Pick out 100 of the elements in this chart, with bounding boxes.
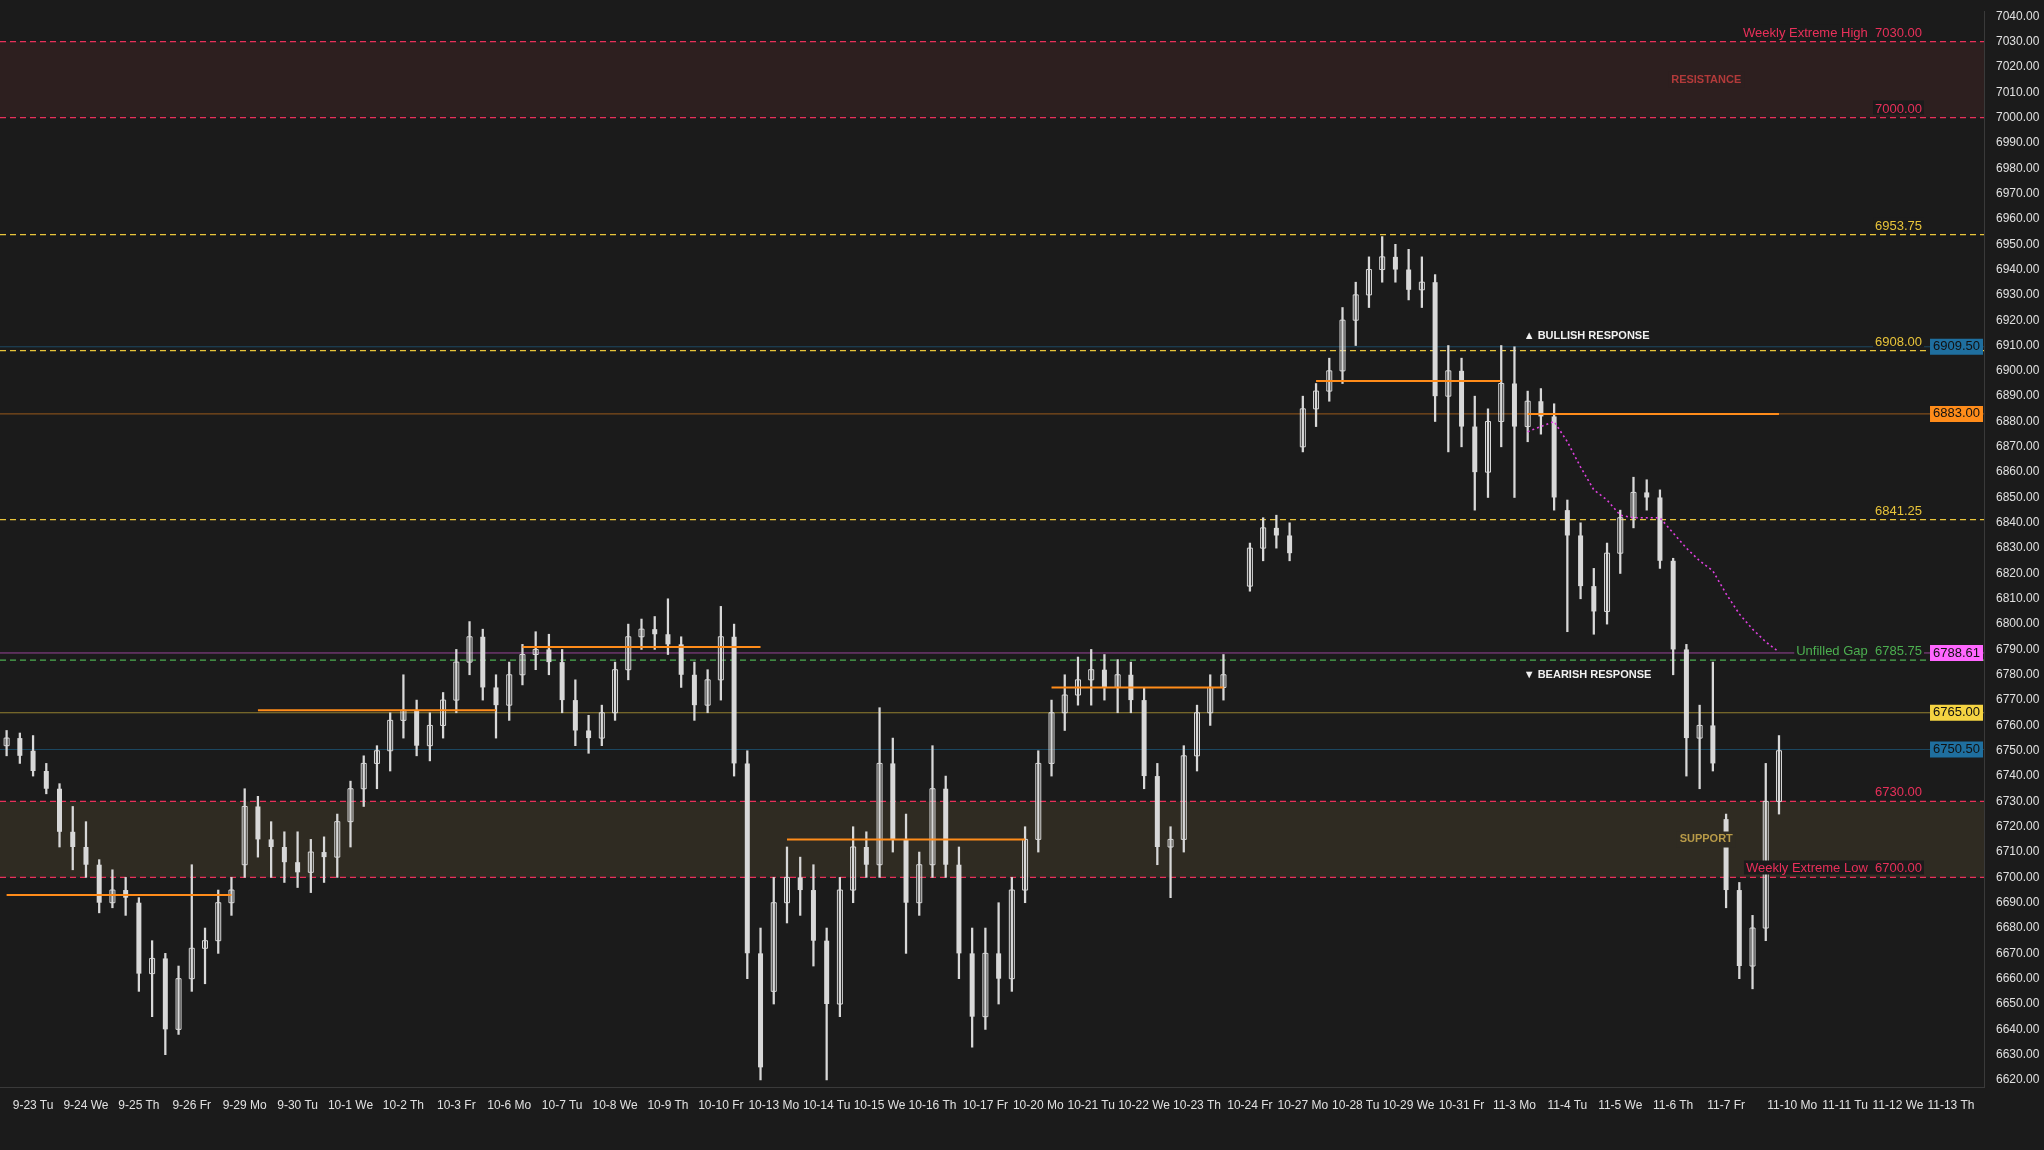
candlestick bbox=[638, 618, 645, 650]
y-tick-label: 6950.00 bbox=[1996, 236, 2040, 251]
y-tick-label: 6940.00 bbox=[1996, 261, 2040, 276]
candlestick bbox=[1630, 476, 1637, 529]
candlestick bbox=[704, 669, 711, 714]
y-tick-label: 6680.00 bbox=[1996, 920, 2040, 935]
candlestick bbox=[466, 621, 473, 676]
x-tick-label: 9-25 Th bbox=[118, 1098, 160, 1113]
x-tick-label: 11-12 We bbox=[1872, 1098, 1924, 1113]
candlestick bbox=[1696, 704, 1703, 790]
ref-line-label: 6765.00 bbox=[1933, 704, 1981, 720]
candlestick bbox=[228, 877, 235, 916]
x-tick-label: 10-28 Tu bbox=[1332, 1098, 1380, 1113]
x-tick-label: 11-5 We bbox=[1598, 1098, 1643, 1113]
candlestick bbox=[3, 730, 10, 757]
band-label: RESISTANCE bbox=[1671, 72, 1742, 85]
y-tick-label: 6750.00 bbox=[1996, 743, 2040, 758]
x-tick-label: 10-22 We bbox=[1118, 1098, 1171, 1113]
y-tick-label: 6920.00 bbox=[1996, 312, 2040, 327]
ref-line-label: Weekly Extreme Low 6700.00 bbox=[1745, 860, 1922, 876]
x-tick-label: 10-15 We bbox=[853, 1098, 906, 1113]
x-tick-label: 9-24 We bbox=[63, 1098, 109, 1113]
band-label: SUPPORT bbox=[1679, 832, 1734, 845]
y-tick-label: 6720.00 bbox=[1996, 819, 2040, 834]
y-tick-label: 6880.00 bbox=[1996, 413, 2040, 428]
candlestick bbox=[400, 674, 407, 739]
y-tick-label: 6800.00 bbox=[1996, 616, 2040, 631]
x-tick-label: 10-2 Th bbox=[382, 1098, 424, 1113]
y-tick-label: 6780.00 bbox=[1996, 667, 2040, 682]
annotation: ▲ BULLISH RESPONSE bbox=[1523, 329, 1650, 342]
ref-line-label: 6953.75 bbox=[1875, 217, 1922, 233]
y-tick-label: 6760.00 bbox=[1996, 717, 2040, 732]
y-tick-label: 6840.00 bbox=[1996, 515, 2040, 530]
y-tick-label: 6700.00 bbox=[1996, 869, 2040, 884]
candlestick bbox=[1379, 236, 1386, 283]
x-tick-label: 11-4 Tu bbox=[1547, 1098, 1588, 1113]
ref-line-label: 6788.61 bbox=[1933, 644, 1981, 660]
ref-line-label: 6908.00 bbox=[1875, 333, 1922, 349]
x-tick-label: 10-14 Tu bbox=[802, 1098, 851, 1113]
annotation: ▼ BEARISH RESPONSE bbox=[1523, 668, 1652, 681]
x-tick-label: 11-13 Th bbox=[1927, 1098, 1975, 1113]
x-tick-label: 10-3 Fr bbox=[436, 1098, 476, 1113]
x-tick-label: 10-8 We bbox=[592, 1098, 638, 1113]
y-tick-label: 6710.00 bbox=[1996, 844, 2040, 859]
y-tick-label: 6990.00 bbox=[1996, 135, 2040, 150]
ref-line-label: 6750.50 bbox=[1933, 741, 1981, 757]
y-tick-label: 6640.00 bbox=[1996, 1021, 2040, 1036]
ref-line-label: Weekly Extreme High 7030.00 bbox=[1743, 24, 1922, 40]
x-tick-label: 11-7 Fr bbox=[1707, 1098, 1745, 1113]
candlestick bbox=[109, 869, 116, 909]
x-tick-label: 10-13 Mo bbox=[748, 1098, 800, 1113]
ref-line-label: 6883.00 bbox=[1933, 405, 1981, 421]
y-tick-label: 6740.00 bbox=[1996, 768, 2040, 783]
y-tick-label: 6670.00 bbox=[1996, 945, 2040, 960]
x-tick-label: 10-10 Fr bbox=[698, 1098, 744, 1113]
ref-line-label: 6730.00 bbox=[1875, 784, 1922, 800]
x-tick-label: 10-9 Th bbox=[647, 1098, 689, 1113]
y-tick-label: 6650.00 bbox=[1996, 996, 2040, 1011]
candlestick bbox=[1048, 699, 1055, 777]
y-tick-label: 6820.00 bbox=[1996, 565, 2040, 580]
ref-line-label: 6841.25 bbox=[1875, 502, 1922, 518]
x-tick-label: 10-1 We bbox=[327, 1098, 374, 1113]
y-tick-label: 6930.00 bbox=[1996, 287, 2040, 302]
y-tick-label: 7030.00 bbox=[1996, 33, 2040, 48]
x-tick-label: 9-29 Mo bbox=[222, 1098, 268, 1113]
y-tick-label: 7010.00 bbox=[1996, 84, 2040, 99]
y-tick-label: 6770.00 bbox=[1996, 692, 2040, 707]
x-tick-label: 10-27 Mo bbox=[1277, 1098, 1329, 1113]
candlestick bbox=[1220, 654, 1227, 701]
candlestick bbox=[519, 644, 526, 686]
y-tick-label: 7040.00 bbox=[1996, 8, 2040, 23]
candlestick bbox=[929, 745, 936, 878]
y-tick-label: 6960.00 bbox=[1996, 211, 2040, 226]
candlestick bbox=[360, 755, 367, 807]
candlestick bbox=[347, 780, 354, 848]
y-tick-label: 6860.00 bbox=[1996, 464, 2040, 479]
x-tick-label: 10-20 Mo bbox=[1012, 1098, 1064, 1113]
x-tick-label: 11-3 Mo bbox=[1492, 1098, 1537, 1113]
y-tick-label: 7000.00 bbox=[1996, 109, 2040, 124]
candlestick bbox=[876, 707, 883, 878]
x-tick-label: 10-21 Tu bbox=[1067, 1098, 1115, 1113]
y-tick-label: 6790.00 bbox=[1996, 641, 2040, 656]
candlestick bbox=[1749, 915, 1756, 990]
y-tick-label: 6660.00 bbox=[1996, 971, 2040, 986]
y-tick-label: 7020.00 bbox=[1996, 59, 2040, 74]
y-tick-label: 6900.00 bbox=[1996, 363, 2040, 378]
ref-line-label: 6909.50 bbox=[1933, 338, 1981, 354]
x-tick-label: 9-26 Fr bbox=[172, 1098, 212, 1113]
y-tick-label: 6850.00 bbox=[1996, 489, 2040, 504]
x-tick-label: 10-16 Th bbox=[908, 1098, 957, 1113]
x-tick-label: 11-10 Mo bbox=[1767, 1098, 1818, 1113]
x-tick-label: 10-6 Mo bbox=[487, 1098, 532, 1113]
y-tick-label: 6620.00 bbox=[1996, 1072, 2040, 1087]
ref-line-label: Unfilled Gap 6785.75 bbox=[1796, 643, 1922, 659]
y-tick-label: 6890.00 bbox=[1996, 388, 2040, 403]
y-tick-label: 6730.00 bbox=[1996, 793, 2040, 808]
y-tick-label: 6980.00 bbox=[1996, 160, 2040, 175]
y-tick-label: 6870.00 bbox=[1996, 439, 2040, 454]
candlestick bbox=[1339, 307, 1346, 384]
y-tick-label: 6810.00 bbox=[1996, 591, 2040, 606]
